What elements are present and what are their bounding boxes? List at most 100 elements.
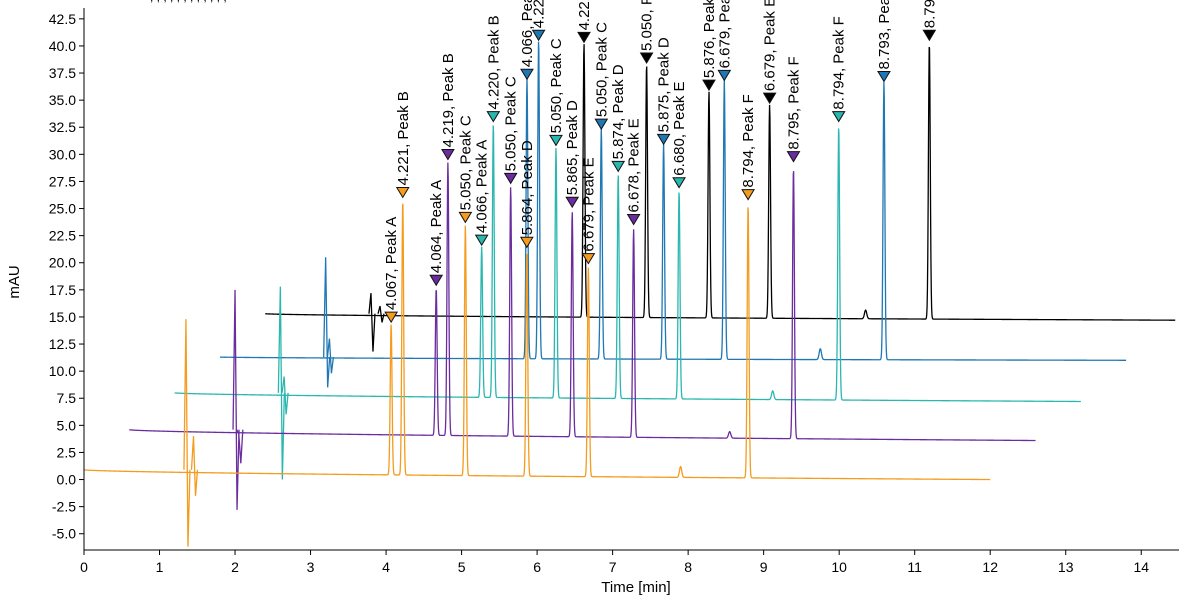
peak-marker bbox=[565, 196, 580, 209]
peak-marker bbox=[877, 70, 891, 83]
peak-marker bbox=[922, 29, 937, 42]
peak-marker bbox=[656, 133, 671, 146]
peak-label: 5.050, Peak C bbox=[548, 38, 565, 133]
peak-marker bbox=[672, 177, 686, 189]
injection-spike bbox=[377, 305, 385, 323]
y-tick-label: 25.0 bbox=[49, 201, 76, 217]
x-tick-label: 10 bbox=[831, 559, 847, 575]
peak-marker bbox=[429, 274, 444, 287]
peak-marker bbox=[626, 214, 641, 226]
x-tick-label: 3 bbox=[307, 559, 315, 575]
peak-label: 8.794, Peak F bbox=[831, 16, 848, 109]
y-tick-label: -5.0 bbox=[52, 526, 76, 542]
x-axis-title: Time [min] bbox=[601, 579, 670, 596]
injection-spike bbox=[326, 338, 335, 374]
peak-marker bbox=[395, 186, 410, 199]
x-tick-label: 8 bbox=[684, 559, 692, 575]
y-tick-label: 22.5 bbox=[49, 228, 76, 244]
injection-spike bbox=[236, 429, 244, 464]
y-tick-label: -2.5 bbox=[52, 499, 76, 515]
y-tick-label: 10.0 bbox=[49, 363, 76, 379]
injection-spike bbox=[183, 319, 191, 547]
axes: 0 1 2 3 4 5 6 7 8 9 10 11 12 13 14-5.0-2.50.02.55.07.5… bbox=[49, 8, 1179, 575]
trace-1 bbox=[265, 29, 1176, 352]
y-tick-label: 7.5 bbox=[57, 390, 77, 406]
x-tick-label: 7 bbox=[609, 559, 617, 575]
peak-label: 4.064, Peak A bbox=[428, 180, 445, 273]
peak-marker bbox=[717, 69, 732, 82]
y-tick-label: 27.5 bbox=[49, 173, 76, 189]
peak-label: 5.050, Peak C bbox=[503, 76, 520, 171]
y-tick-label: 32.5 bbox=[49, 119, 76, 135]
peak-label: 4.221, Peak B bbox=[395, 91, 412, 185]
peak-marker bbox=[762, 92, 777, 105]
x-tick-label: 0 bbox=[80, 559, 88, 575]
injection-spike bbox=[323, 257, 331, 388]
peak-marker bbox=[594, 118, 609, 131]
peak-marker bbox=[786, 151, 801, 163]
y-tick-label: 30.0 bbox=[49, 146, 76, 162]
x-tick-label: 1 bbox=[156, 559, 164, 575]
peak-marker bbox=[611, 160, 626, 173]
peak-label: 4.219, Peak B bbox=[440, 53, 457, 147]
trace-line-4 bbox=[129, 162, 1036, 442]
trace-2 bbox=[219, 29, 1127, 388]
peak-marker bbox=[458, 211, 473, 224]
x-tick-label: 9 bbox=[760, 559, 768, 575]
peak-label: 5.875, Peak D bbox=[656, 37, 673, 132]
peak-marker bbox=[702, 79, 716, 92]
trace-line-2 bbox=[219, 41, 1127, 361]
x-tick-label: 13 bbox=[1058, 559, 1074, 575]
peak-marker bbox=[486, 111, 501, 123]
legend-cut-off-text: , , , , , , , , , , , , bbox=[150, 0, 227, 4]
peak-label: 5.865, Peak D bbox=[564, 100, 581, 195]
plot-area bbox=[84, 29, 1176, 547]
peak-label: 8.793, Peak F bbox=[876, 0, 893, 69]
peak-marker bbox=[831, 111, 846, 123]
peak-label: 6.679, Peak E bbox=[716, 0, 733, 68]
trace-3 bbox=[174, 111, 1081, 480]
injection-spike bbox=[190, 436, 199, 496]
peak-label: 5.050, Peak C bbox=[457, 115, 474, 210]
y-tick-label: 17.5 bbox=[49, 282, 76, 298]
y-tick-label: 37.5 bbox=[49, 65, 76, 81]
peak-label: 8.795, Peak F bbox=[785, 56, 802, 149]
peak-marker bbox=[441, 149, 455, 161]
x-tick-label: 2 bbox=[231, 559, 239, 575]
x-tick-label: 12 bbox=[982, 559, 998, 575]
y-axis-title: mAU bbox=[6, 265, 23, 298]
trace-5 bbox=[84, 186, 991, 547]
peak-label: 8.794, Peak F bbox=[921, 0, 938, 28]
peak-marker bbox=[474, 234, 489, 247]
peak-label: 6.678, Peak E bbox=[626, 118, 643, 212]
y-tick-label: 35.0 bbox=[49, 92, 76, 108]
peak-marker bbox=[520, 68, 534, 81]
y-tick-label: 12.5 bbox=[49, 336, 76, 352]
peak-marker bbox=[639, 52, 654, 65]
y-tick-label: 40.0 bbox=[49, 38, 76, 54]
trace-4 bbox=[129, 149, 1036, 510]
injection-spike bbox=[368, 293, 376, 352]
peak-label: 4.066, Peak A bbox=[519, 0, 536, 67]
y-tick-label: 0.0 bbox=[57, 472, 77, 488]
peak-label: 4.067, Peak A bbox=[383, 217, 400, 310]
peak-label: 5.864, Peak D bbox=[519, 140, 536, 235]
peak-marker bbox=[581, 253, 596, 265]
peak-marker bbox=[549, 134, 563, 147]
trace-line-1 bbox=[265, 44, 1176, 321]
x-tick-label: 5 bbox=[458, 559, 466, 575]
peak-label: 5.874, Peak D bbox=[610, 64, 627, 159]
y-tick-label: 2.5 bbox=[57, 444, 77, 460]
x-tick-label: 11 bbox=[907, 559, 922, 575]
peak-label: 5.876, Peak D bbox=[701, 0, 718, 78]
peak-label: 4.221, Peak B bbox=[576, 0, 593, 30]
peak-label: 4.220, Peak B bbox=[531, 0, 548, 28]
peak-marker bbox=[741, 189, 755, 201]
injection-spike bbox=[232, 289, 240, 510]
y-tick-label: 5.0 bbox=[57, 417, 77, 433]
peak-label: 5.050, Peak C bbox=[593, 22, 610, 117]
trace-line-3 bbox=[174, 125, 1081, 403]
